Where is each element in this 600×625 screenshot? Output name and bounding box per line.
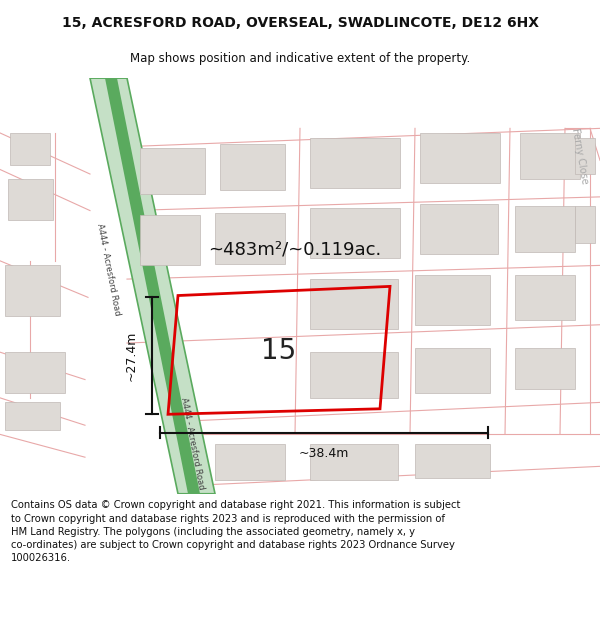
Polygon shape [5, 402, 60, 430]
Polygon shape [105, 78, 200, 494]
Text: 15, ACRESFORD ROAD, OVERSEAL, SWADLINCOTE, DE12 6HX: 15, ACRESFORD ROAD, OVERSEAL, SWADLINCOT… [62, 16, 539, 31]
Polygon shape [310, 138, 400, 188]
Polygon shape [415, 348, 490, 393]
Polygon shape [415, 274, 490, 325]
Polygon shape [220, 144, 285, 189]
Polygon shape [575, 206, 595, 242]
Polygon shape [90, 78, 215, 494]
Text: ~483m²/~0.119ac.: ~483m²/~0.119ac. [208, 241, 382, 259]
Polygon shape [520, 133, 580, 179]
Polygon shape [515, 206, 575, 252]
Polygon shape [310, 444, 398, 480]
Polygon shape [310, 352, 398, 398]
Polygon shape [310, 208, 400, 258]
Polygon shape [140, 149, 205, 194]
Polygon shape [420, 204, 498, 254]
Polygon shape [515, 348, 575, 389]
Polygon shape [515, 274, 575, 320]
Polygon shape [215, 213, 285, 264]
Polygon shape [420, 133, 500, 183]
Polygon shape [215, 444, 285, 480]
Polygon shape [415, 444, 490, 478]
Text: A444 - Acresford Road: A444 - Acresford Road [95, 223, 121, 317]
Polygon shape [5, 352, 65, 393]
Text: Contains OS data © Crown copyright and database right 2021. This information is : Contains OS data © Crown copyright and d… [11, 500, 460, 563]
Text: Map shows position and indicative extent of the property.: Map shows position and indicative extent… [130, 52, 470, 65]
Text: A444 - Acresford Road: A444 - Acresford Road [179, 397, 205, 491]
Polygon shape [310, 279, 398, 329]
Text: 15: 15 [262, 338, 296, 365]
Polygon shape [575, 138, 595, 174]
Polygon shape [8, 179, 53, 220]
Polygon shape [140, 215, 200, 266]
Text: Ferny Close: Ferny Close [570, 127, 590, 184]
Polygon shape [10, 133, 50, 165]
Polygon shape [5, 266, 60, 316]
Text: ~27.4m: ~27.4m [125, 331, 138, 381]
Text: ~38.4m: ~38.4m [299, 447, 349, 460]
